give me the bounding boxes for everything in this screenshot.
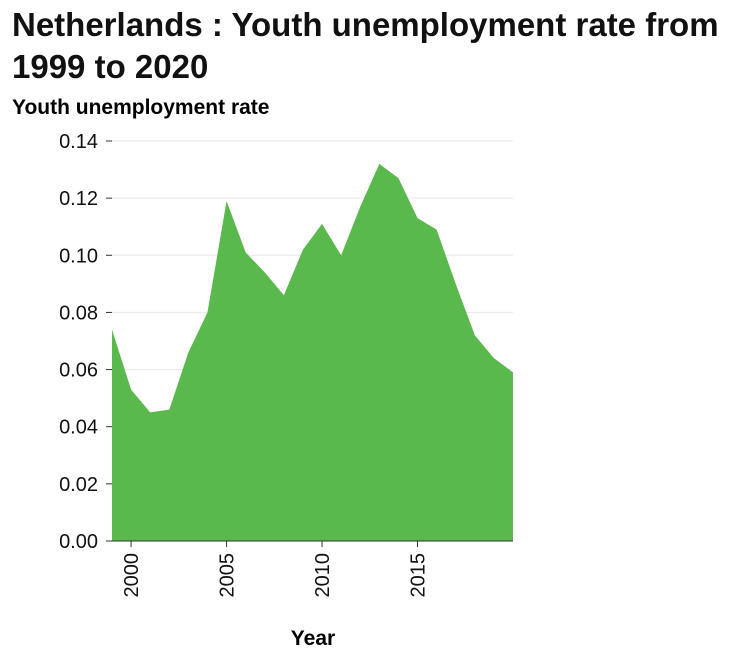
y-tick-label: 0.04 (59, 417, 98, 439)
x-tick-label: 2010 (312, 553, 334, 598)
x-tick-label: 2015 (408, 553, 430, 598)
x-tick-labels: 2000 2005 2010 2015 (121, 553, 429, 598)
y-tick-label: 0.08 (59, 302, 98, 324)
x-axis-label: Year (291, 627, 335, 650)
y-tick-label: 0.12 (59, 188, 98, 210)
y-tick-label: 0.00 (59, 531, 98, 553)
chart-title: Netherlands : Youth unemployment rate fr… (12, 6, 719, 85)
y-tick-label: 0.06 (59, 360, 98, 382)
y-tick-labels: 0.00 0.02 0.04 0.06 0.08 0.10 0.12 0.14 (59, 131, 98, 553)
axes (106, 140, 513, 547)
x-tick-label: 2000 (121, 553, 143, 598)
y-tick-label: 0.10 (59, 245, 98, 267)
x-tick-label: 2005 (217, 553, 239, 598)
area-fill (112, 163, 513, 542)
area-series (112, 163, 513, 542)
y-tick-label: 0.14 (59, 131, 98, 153)
y-tick-label: 0.02 (59, 474, 98, 496)
y-axis-label: Youth unemployment rate (12, 96, 269, 119)
